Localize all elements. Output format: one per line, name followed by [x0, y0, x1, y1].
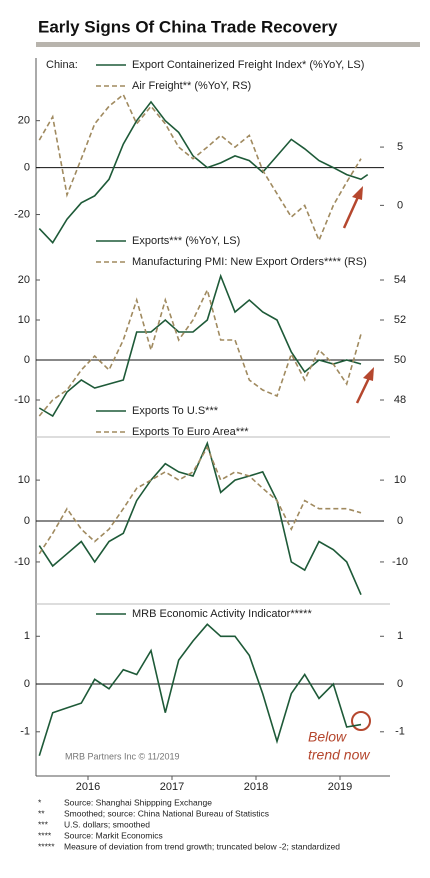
legend-label: Manufacturing PMI: New Export Orders****…	[132, 256, 367, 268]
x-tick-label: 2016	[76, 781, 100, 793]
y2-tick-label: 5	[397, 141, 403, 153]
y2-tick-label: 50	[394, 354, 406, 366]
legend-label: Export Containerized Freight Index* (%Yo…	[132, 59, 364, 71]
footnote-marker: **	[38, 808, 45, 818]
y-tick-label: -1	[20, 726, 30, 738]
y2-tick-label: -10	[392, 556, 408, 568]
series-line	[38, 273, 362, 418]
arrow	[342, 186, 374, 404]
legend-title: China:	[46, 59, 78, 71]
y-tick-label: 10	[18, 474, 30, 486]
x-tick-label: 2017	[160, 781, 184, 793]
footnote-marker: ****	[38, 830, 52, 840]
y2-tick-label: 52	[394, 314, 406, 326]
y-tick-label: 0	[24, 354, 30, 366]
footnote-text: Measure of deviation from trend growth; …	[64, 841, 340, 851]
series-line	[38, 440, 362, 596]
y-tick-label: 20	[18, 115, 30, 127]
x-tick-label: 2018	[244, 781, 268, 793]
legend-label: Air Freight** (%YoY, RS)	[132, 80, 251, 92]
y-tick-label: 1	[24, 630, 30, 642]
x-tick-label: 2019	[328, 781, 352, 793]
footnote-marker: ***	[38, 819, 49, 829]
y-tick-label: 10	[18, 314, 30, 326]
y-tick-label: 0	[24, 162, 30, 174]
annotation: trend now	[308, 747, 370, 763]
y2-tick-label: 0	[397, 199, 403, 211]
y-tick-label: -10	[14, 556, 30, 568]
footnote-text: Source: Shanghai Shippping Exchange	[64, 797, 212, 807]
footnote-text: Source: Markit Economics	[64, 830, 163, 840]
annotation: MRB Partners Inc © 11/2019	[65, 751, 180, 761]
footnote-marker: *****	[38, 841, 55, 851]
footnote-text: Smoothed; source: China National Bureau …	[64, 808, 269, 818]
series-line	[38, 287, 362, 417]
annotation: Below	[308, 729, 347, 745]
title-bar	[36, 42, 420, 47]
series-line	[38, 623, 362, 756]
y2-tick-label: 1	[397, 630, 403, 642]
y2-tick-label: 10	[394, 474, 406, 486]
footnote-marker: *	[38, 797, 42, 807]
series-line	[38, 100, 369, 245]
legend-label: Exports*** (%YoY, LS)	[132, 235, 240, 247]
y2-tick-label: 54	[394, 274, 406, 286]
y2-tick-label: 0	[397, 515, 403, 527]
y-tick-label: 0	[24, 515, 30, 527]
highlight-circle	[351, 711, 371, 731]
chart-title: Early Signs Of China Trade Recovery	[38, 17, 338, 36]
legend-label: Exports To U.S***	[132, 405, 219, 417]
series-line	[38, 445, 362, 555]
y2-tick-label: 0	[397, 678, 403, 690]
y2-tick-label: -1	[395, 726, 405, 738]
footnote-text: U.S. dollars; smoothed	[64, 819, 150, 829]
legend-label: MRB Economic Activity Indicator*****	[132, 608, 312, 620]
series-line	[38, 93, 362, 243]
y-tick-label: -10	[14, 394, 30, 406]
y-tick-label: -20	[14, 208, 30, 220]
y2-tick-label: 48	[394, 394, 406, 406]
y-tick-label: 0	[24, 678, 30, 690]
y-tick-label: 20	[18, 274, 30, 286]
legend-label: Exports To Euro Area***	[132, 426, 249, 438]
